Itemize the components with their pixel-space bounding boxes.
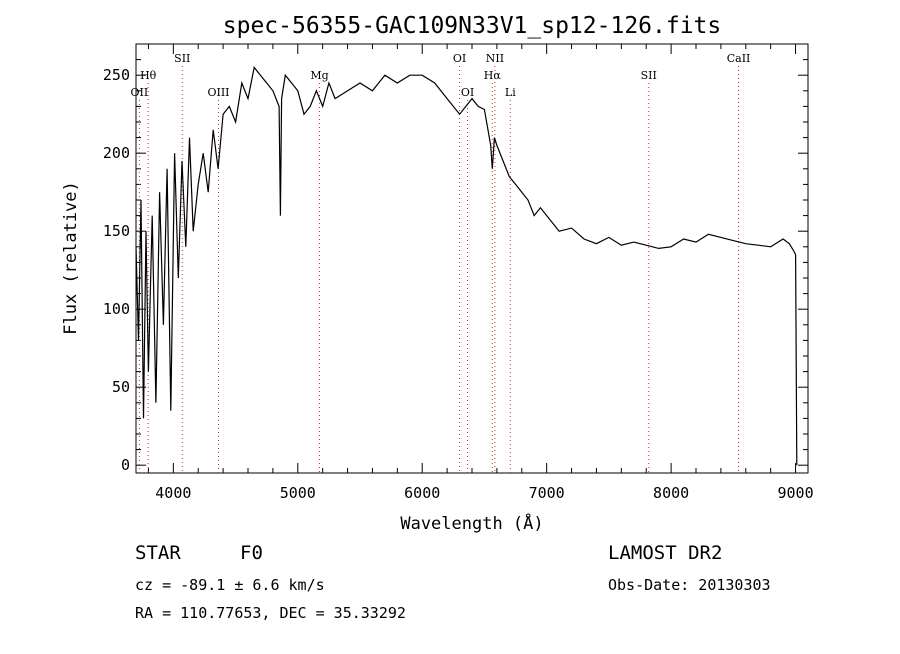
spectral-line-label: Hα [484, 69, 502, 82]
y-tick-label: 150 [103, 222, 130, 240]
y-axis-label: Flux (relative) [61, 181, 81, 335]
observation-date: Obs-Date: 20130303 [608, 576, 771, 594]
x-tick-label: 7000 [529, 484, 565, 502]
spectral-line-label: NII [486, 52, 504, 65]
object-subclass: F0 [240, 542, 263, 564]
chart-title: spec-56355-GAC109N33V1_sp12-126.fits [223, 13, 722, 39]
x-axis-label: Wavelength (Å) [400, 512, 543, 534]
spectral-line-label: OIII [207, 86, 229, 99]
object-class: STAR [135, 542, 181, 564]
spectral-line-label: CaII [727, 52, 751, 65]
x-tick-label: 9000 [777, 484, 813, 502]
y-tick-label: 250 [103, 66, 130, 84]
spectral-line-label: OI [453, 52, 466, 65]
x-tick-label: 8000 [653, 484, 689, 502]
redshift-velocity: cz = -89.1 ± 6.6 km/s [135, 576, 325, 594]
spectral-line-label: Li [505, 86, 516, 99]
y-tick-label: 200 [103, 144, 130, 162]
y-tick-label: 100 [103, 300, 130, 318]
spectral-line-label: Hθ [140, 69, 157, 82]
spectral-line-label: Mg [310, 69, 328, 82]
sky-coordinates: RA = 110.77653, DEC = 35.33292 [135, 604, 406, 622]
x-tick-label: 6000 [404, 484, 440, 502]
spectral-line-label: OI [461, 86, 474, 99]
spectrum-line [135, 66, 798, 466]
spectral-line-label: SII [174, 52, 190, 65]
spectral-line-label: SII [641, 69, 657, 82]
y-tick-label: 0 [121, 456, 130, 474]
plot-frame [135, 43, 809, 474]
y-tick-label: 50 [112, 378, 130, 396]
survey-name: LAMOST DR2 [608, 542, 723, 564]
spectral-line-label: OII [131, 86, 149, 99]
x-tick-label: 4000 [155, 484, 191, 502]
x-tick-label: 5000 [280, 484, 316, 502]
